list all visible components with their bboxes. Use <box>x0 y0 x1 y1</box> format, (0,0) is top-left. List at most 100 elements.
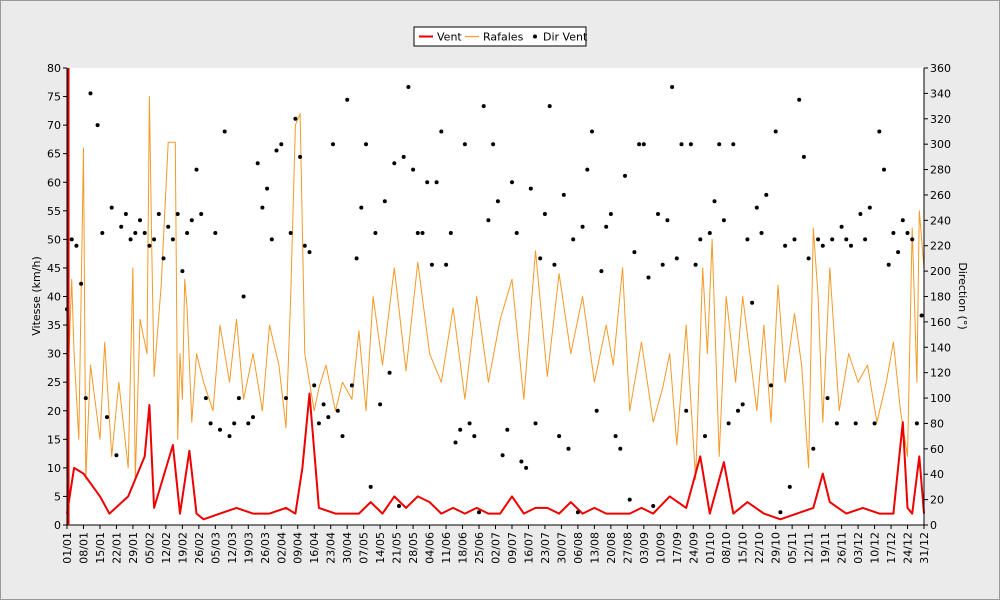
y2-tick-label: 160 <box>930 316 951 329</box>
x-tick-label: 08/01 <box>77 532 90 564</box>
dir-point <box>462 142 467 147</box>
x-tick-label: 19/03 <box>242 532 255 564</box>
series-line-rafales <box>66 96 925 480</box>
dir-point <box>867 205 872 210</box>
dir-point <box>246 421 251 426</box>
dir-point <box>500 453 505 458</box>
dir-point <box>561 192 566 197</box>
dir-point <box>312 383 317 388</box>
x-tick-label: 26/11 <box>836 532 849 564</box>
y-tick-label: 60 <box>47 176 61 189</box>
y-tick-label: 45 <box>47 262 61 275</box>
dir-point <box>83 396 88 401</box>
series-line-vent <box>66 392 925 521</box>
dir-point <box>590 129 594 134</box>
dir-point <box>679 142 684 147</box>
dir-point <box>773 129 778 134</box>
dir-point <box>528 186 533 191</box>
y2-tick-label: 120 <box>930 367 951 380</box>
dir-point <box>232 421 237 426</box>
dir-point <box>378 402 383 407</box>
y-tick-label: 30 <box>47 348 61 361</box>
dir-point <box>858 212 863 216</box>
dir-point <box>877 129 882 134</box>
y-tick-label: 10 <box>47 462 61 475</box>
dir-point <box>792 237 797 242</box>
x-tick-label: 09/07 <box>506 532 519 564</box>
dir-point <box>222 129 227 134</box>
dir-point <box>288 231 293 235</box>
x-tick-label: 24/12 <box>902 532 915 564</box>
legend: Vent Rafales Dir Vent <box>413 26 588 47</box>
dir-point <box>839 224 844 229</box>
y-tick-label: 70 <box>47 119 61 132</box>
dir-point <box>797 97 802 102</box>
y-axis-ticks: 0 5 10 15 20 25 30 35 40 45 50 55 60 65 70 75 80 <box>47 62 67 532</box>
dir-point <box>486 218 491 223</box>
dir-point <box>265 186 270 191</box>
dir-point <box>95 123 100 128</box>
dir-point <box>307 250 312 255</box>
dir-point <box>491 142 496 147</box>
dir-point <box>260 205 265 210</box>
dir-point <box>326 415 331 420</box>
x-tick-label: 14/05 <box>374 532 387 564</box>
y2-tick-label: 80 <box>930 417 944 430</box>
x-tick-label: 30/04 <box>341 532 354 564</box>
legend-label-dir: Dir Vent <box>543 31 588 44</box>
dir-point <box>340 434 345 439</box>
dir-point <box>434 180 439 185</box>
x-tick-label: 17/09 <box>671 532 684 564</box>
dir-point <box>891 231 896 235</box>
dir-point <box>298 154 303 159</box>
y2-tick-label: 200 <box>930 265 951 278</box>
y-tick-label: 5 <box>54 490 61 503</box>
x-tick-label: 30/07 <box>555 532 568 564</box>
dir-point <box>218 427 222 432</box>
y-tick-label: 15 <box>47 433 61 446</box>
dir-point <box>69 237 74 242</box>
dir-point <box>185 231 190 235</box>
x-tick-label: 17/12 <box>885 532 898 564</box>
dir-point <box>194 167 199 172</box>
dir-point <box>759 231 764 235</box>
dir-point <box>849 243 853 248</box>
x-tick-label: 23/07 <box>539 532 552 564</box>
dir-point <box>382 199 387 204</box>
x-tick-label: 04/06 <box>424 532 437 564</box>
dir-point <box>123 212 128 216</box>
dir-point <box>401 154 406 159</box>
x-tick-label: 21/05 <box>391 532 404 564</box>
dir-point <box>189 218 194 223</box>
y2-axis-ticks: 0 20 40 60 80 100 120 140 160 180 200 220 240 260 280 3… <box>924 62 951 532</box>
x-tick-label: 06/08 <box>572 532 585 564</box>
dir-point <box>425 180 430 185</box>
dir-point <box>811 446 816 451</box>
dir-point <box>472 434 477 439</box>
dir-point <box>608 212 613 216</box>
dir-point <box>448 231 453 235</box>
dir-point <box>571 237 576 242</box>
dir-point <box>524 465 529 470</box>
dir-point <box>656 212 660 216</box>
dir-point <box>585 167 590 172</box>
x-tick-label: 29/10 <box>770 532 783 564</box>
dir-point <box>180 269 185 274</box>
dir-point <box>613 434 618 439</box>
dir-point <box>406 85 411 89</box>
x-tick-label: 13/08 <box>588 532 601 564</box>
dir-point <box>284 396 288 401</box>
x-tick-label: 09/04 <box>292 532 305 564</box>
y2-tick-label: 180 <box>930 291 951 304</box>
dir-point <box>481 104 486 109</box>
dir-point <box>411 167 416 172</box>
x-tick-label: 05/03 <box>209 532 222 564</box>
dir-point <box>420 231 425 235</box>
dir-point <box>444 262 449 267</box>
dir-point <box>152 237 157 242</box>
dir-point <box>754 205 759 210</box>
x-tick-label: 22/01 <box>110 532 123 564</box>
x-tick-label: 22/10 <box>753 532 766 564</box>
x-axis-ticks: 01/01 08/01 15/01 22/01 29/01 05/02 12/02 19/02… <box>61 525 931 564</box>
